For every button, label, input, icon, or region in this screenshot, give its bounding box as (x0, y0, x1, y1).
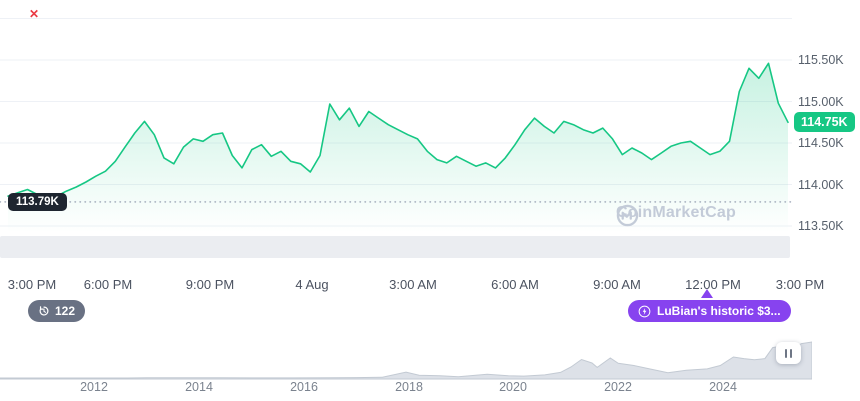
events-count-badge[interactable]: 122 (28, 300, 86, 322)
year-tick: 2024 (709, 380, 737, 394)
year-tick: 2022 (604, 380, 632, 394)
history-icon (39, 306, 49, 316)
y-axis: 115.50K 115.00K 114.50K 114.00K 113.50K … (792, 0, 860, 235)
y-tick: 114.50K (798, 136, 844, 150)
event-pointer (701, 289, 713, 298)
event-badge[interactable]: LuBian's historic $3... (628, 300, 791, 322)
year-tick: 2016 (290, 380, 318, 394)
close-icon: ✕ (29, 7, 40, 21)
event-badge-label: LuBian's historic $3... (657, 304, 781, 318)
coinmarketcap-logo-icon (616, 204, 639, 227)
events-count: 122 (55, 304, 76, 318)
watermark-text: CoinMarketCap (616, 204, 736, 221)
x-tick: 6:00 AM (491, 277, 539, 292)
y-tick: 115.50K (798, 53, 844, 67)
coinmarketcap-watermark: CoinMarketCap (616, 204, 736, 227)
year-tick: 2020 (499, 380, 527, 394)
year-tick: 2018 (395, 380, 423, 394)
x-tick: 12:00 PM (685, 277, 741, 292)
pause-button[interactable] (776, 342, 801, 364)
x-tick: 4 Aug (295, 277, 329, 292)
lightning-icon (638, 305, 651, 317)
x-tick: 3:00 AM (389, 277, 437, 292)
pause-icon (785, 348, 787, 358)
timeline-chart-svg (0, 341, 812, 380)
price-chart-svg (0, 18, 792, 233)
year-tick: 2014 (185, 380, 213, 394)
y-tick: 115.00K (798, 94, 844, 109)
x-tick: 9:00 AM (593, 277, 641, 292)
range-brush-strip[interactable] (0, 236, 790, 258)
y-tick: 114.00K (798, 177, 844, 192)
x-axis: 3:00 PM 6:00 PM 9:00 PM 4 Aug 3:00 AM 6:… (0, 277, 860, 295)
y-tick: 113.50K (798, 219, 844, 233)
x-tick: 6:00 PM (83, 277, 133, 292)
pause-icon (790, 348, 792, 358)
x-tick: 3:00 PM (775, 277, 825, 292)
timeline-brush[interactable] (0, 332, 812, 380)
x-tick: 9:00 PM (185, 277, 235, 292)
current-price-badge: 114.75K (794, 112, 855, 133)
x-tick: 3:00 PM (7, 277, 57, 292)
year-tick: 2012 (80, 380, 108, 394)
timeline-year-axis: 2012 2014 2016 2018 2020 2022 2024 (0, 380, 860, 398)
low-price-label: 113.79K (8, 192, 67, 211)
price-chart[interactable]: 113.79K CoinMarketCap (0, 0, 792, 235)
